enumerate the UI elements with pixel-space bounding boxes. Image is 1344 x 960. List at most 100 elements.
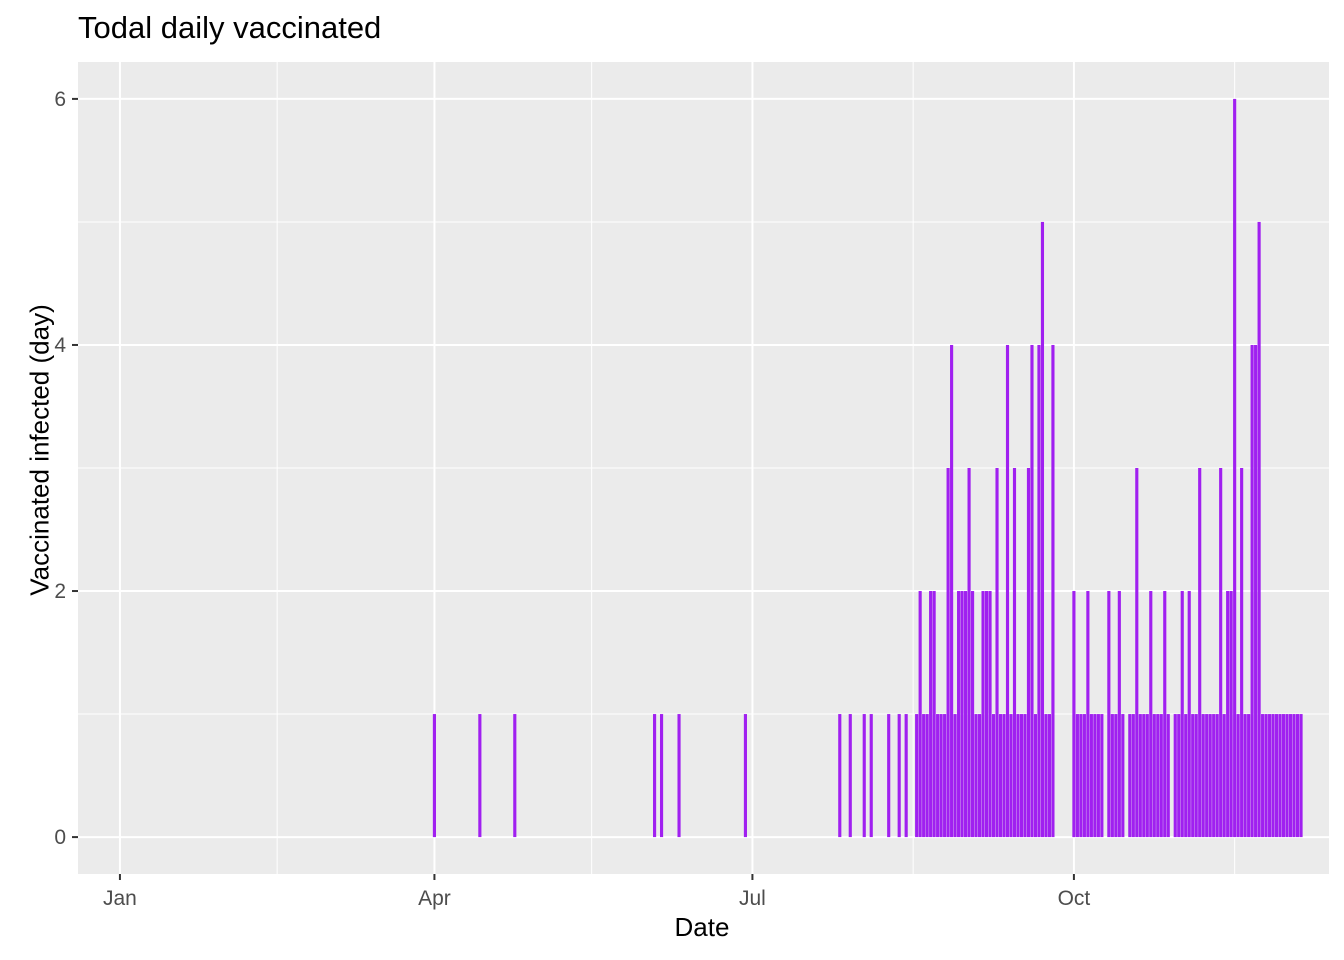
bar <box>1212 714 1216 838</box>
bar <box>653 714 657 838</box>
bar <box>1282 714 1286 838</box>
bar <box>1264 714 1268 838</box>
bar <box>1285 714 1289 838</box>
bar <box>1019 714 1024 838</box>
bar <box>1135 468 1139 838</box>
bar <box>998 714 1003 838</box>
bar <box>953 714 957 838</box>
bar <box>1121 714 1125 838</box>
bar <box>1096 714 1100 838</box>
bar <box>1226 591 1230 838</box>
bar <box>1142 714 1146 838</box>
bar <box>1093 714 1097 838</box>
bar <box>1166 714 1170 838</box>
bar <box>1107 591 1111 838</box>
y-tick-label: 0 <box>54 826 66 849</box>
bar <box>1250 344 1254 838</box>
bar <box>932 591 936 838</box>
bar <box>1240 468 1244 838</box>
bar <box>513 714 517 838</box>
bar <box>1131 714 1135 838</box>
bar <box>925 714 929 838</box>
bar <box>1271 714 1275 838</box>
y-tick-label: 6 <box>54 88 66 111</box>
bar <box>1128 714 1132 838</box>
bar <box>659 714 664 838</box>
bar <box>432 714 436 838</box>
bar <box>1033 714 1038 838</box>
bar <box>946 468 950 838</box>
bar <box>838 714 842 838</box>
bar <box>904 714 908 838</box>
bar <box>1236 714 1240 838</box>
bar <box>1233 98 1237 838</box>
bar <box>887 714 891 838</box>
bar <box>967 468 971 838</box>
bar <box>1268 714 1272 838</box>
bar <box>939 714 943 838</box>
bar <box>1016 714 1020 838</box>
chart-title: Todal daily vaccinated <box>78 10 382 45</box>
bar <box>1247 714 1251 838</box>
bar <box>971 591 975 838</box>
bar <box>1295 714 1300 838</box>
bar <box>974 714 978 838</box>
bar <box>1288 714 1293 838</box>
bar <box>1037 344 1041 838</box>
bar <box>964 591 968 838</box>
bar <box>1023 714 1027 838</box>
bar <box>988 591 992 838</box>
bar <box>1292 714 1296 838</box>
bar <box>991 714 996 838</box>
bar <box>1254 344 1258 838</box>
bar <box>1089 714 1093 838</box>
x-tick-label: Apr <box>418 887 451 910</box>
bar <box>1275 714 1279 838</box>
bar <box>960 591 964 838</box>
bar <box>1177 714 1181 838</box>
y-tick-label: 2 <box>54 580 66 603</box>
bar <box>1191 714 1195 838</box>
bar <box>1152 714 1156 838</box>
bar <box>950 344 954 838</box>
bar <box>1198 468 1202 838</box>
bar <box>936 714 940 838</box>
y-axis-title: Vaccinated infected (day) <box>24 304 55 596</box>
bar <box>1030 344 1034 838</box>
bar <box>1222 714 1226 838</box>
bar <box>1278 714 1282 838</box>
bar <box>1180 591 1184 838</box>
bar <box>1040 221 1045 838</box>
bar <box>743 714 747 838</box>
bar <box>1173 714 1177 838</box>
bar <box>1026 468 1031 838</box>
bar <box>869 714 873 838</box>
bar <box>977 714 982 838</box>
bar <box>1012 468 1017 838</box>
bar <box>915 714 919 838</box>
bar <box>897 714 901 838</box>
bar <box>1159 714 1163 838</box>
bar <box>1184 714 1188 838</box>
bar <box>1149 591 1153 838</box>
bar <box>929 591 933 838</box>
bar <box>1051 344 1055 838</box>
bar <box>1138 714 1142 838</box>
x-tick-label: Jul <box>739 887 766 910</box>
bar <box>1257 221 1261 838</box>
bar <box>1163 591 1167 838</box>
bar <box>1009 714 1013 838</box>
bar <box>1156 714 1160 838</box>
bar <box>1072 591 1076 838</box>
bar <box>1215 714 1219 838</box>
bar <box>1114 714 1118 838</box>
bar <box>1044 714 1048 838</box>
bar <box>1047 714 1052 838</box>
x-tick-label: Oct <box>1058 887 1091 910</box>
bar <box>1201 714 1205 838</box>
bar <box>918 591 922 838</box>
bar <box>862 714 866 838</box>
bar <box>1243 714 1247 838</box>
bar <box>1261 714 1265 838</box>
